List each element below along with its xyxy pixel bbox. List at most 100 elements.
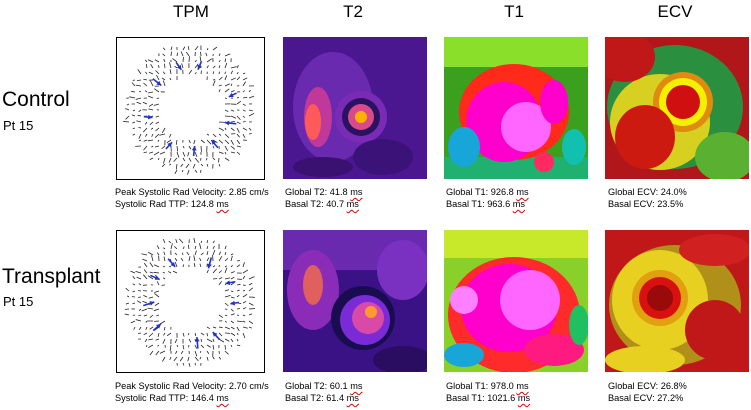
peak-velocity-arrowhead	[167, 142, 173, 148]
t1-global-unit: ms	[516, 187, 529, 197]
velocity-vector	[248, 109, 253, 112]
velocity-vector	[200, 139, 205, 144]
velocity-vector	[153, 151, 160, 156]
velocity-vector	[170, 243, 173, 250]
velocity-vector	[154, 88, 160, 93]
velocity-vector	[175, 139, 178, 145]
velocity-vector	[242, 332, 246, 338]
velocity-vector	[224, 157, 230, 161]
t1-map-transplant	[444, 230, 588, 372]
velocity-vector	[236, 264, 241, 268]
velocity-vector	[224, 320, 227, 323]
t1-basal: Basal T1: 963.6	[446, 199, 511, 209]
ecv-basal: Basal ECV: 27.2%	[608, 393, 684, 403]
velocity-vector	[242, 109, 246, 112]
velocity-vector	[136, 79, 142, 82]
velocity-vector	[148, 338, 154, 341]
velocity-vector	[230, 326, 235, 330]
velocity-vector	[218, 71, 220, 75]
velocity-vector	[188, 338, 192, 343]
velocity-vector	[206, 356, 209, 361]
velocity-vector	[187, 169, 190, 175]
velocity-vector	[224, 344, 226, 350]
velocity-vector	[200, 70, 202, 75]
velocity-vector	[212, 139, 218, 144]
velocity-vector	[147, 59, 154, 63]
velocity-vector	[236, 338, 239, 342]
velocity-vector	[242, 96, 248, 99]
velocity-vector	[236, 65, 239, 69]
t2-basal-unit: ms	[346, 199, 359, 209]
velocity-vector	[138, 126, 142, 129]
velocity-vector	[224, 145, 228, 151]
velocity-vector	[230, 296, 235, 299]
velocity-vector	[218, 76, 223, 81]
velocity-vector	[150, 127, 154, 130]
velocity-vector	[200, 252, 204, 256]
velocity-vector	[224, 115, 231, 117]
velocity-vector	[248, 127, 252, 131]
velocity-vector	[174, 261, 178, 268]
column-header-ecv: ECV	[657, 2, 693, 21]
velocity-vector	[155, 127, 160, 132]
velocity-vector	[224, 53, 231, 57]
velocity-vector	[161, 163, 166, 168]
velocity-vector	[143, 78, 148, 81]
velocity-vector	[149, 262, 154, 268]
velocity-vector	[182, 145, 185, 149]
peak-velocity-arrowhead	[176, 64, 182, 70]
velocity-vector	[148, 103, 154, 107]
velocity-vector	[218, 277, 223, 280]
velocity-vector	[218, 270, 222, 274]
velocity-vector	[174, 246, 178, 250]
ecv-caption-control: Global ECV: 24.0% Basal ECV: 23.5%	[608, 186, 687, 210]
velocity-vector	[159, 320, 166, 325]
velocity-vector	[162, 272, 166, 274]
velocity-vector	[212, 80, 216, 87]
velocity-vector	[206, 139, 212, 145]
tpm-velocity-unit: cm/s	[249, 381, 269, 391]
velocity-vector	[230, 290, 234, 293]
velocity-vector	[148, 332, 154, 338]
velocity-vector	[174, 169, 178, 175]
velocity-vector	[151, 145, 154, 148]
velocity-vector	[193, 263, 196, 268]
velocity-vector	[236, 145, 242, 148]
t2-global: Global T2: 41.8	[285, 187, 348, 197]
peak-velocity-arrowhead	[191, 146, 197, 151]
velocity-vector	[206, 344, 211, 348]
velocity-vector	[174, 257, 178, 262]
velocity-vector	[156, 252, 160, 256]
velocity-vector	[156, 74, 160, 81]
velocity-vector	[242, 77, 248, 81]
velocity-vector	[130, 270, 136, 274]
tpm-ttp-unit: ms	[216, 393, 229, 403]
velocity-vector	[176, 344, 179, 348]
ecv-global: Global ECV: 24.0%	[608, 187, 687, 197]
velocity-vector	[230, 344, 233, 348]
velocity-vector	[174, 338, 178, 344]
velocity-vector	[154, 290, 160, 293]
velocity-vector	[242, 72, 246, 75]
tpm-velocity-unit: cm/s	[249, 187, 269, 197]
velocity-vector	[162, 53, 166, 57]
velocity-vector	[151, 133, 154, 137]
velocity-vector	[144, 90, 148, 93]
velocity-vector	[194, 46, 199, 51]
velocity-vector	[187, 46, 190, 51]
velocity-vector	[212, 65, 216, 69]
velocity-vector	[162, 265, 166, 268]
tpm-vector-map-transplant	[116, 230, 265, 373]
tpm-ttp-unit: ms	[216, 199, 229, 209]
velocity-vector	[179, 238, 184, 244]
velocity-vector	[230, 90, 235, 93]
velocity-vector	[155, 121, 160, 124]
velocity-vector	[143, 151, 148, 154]
row-title-transplant: Transplant	[2, 265, 101, 288]
t1-basal-unit: ms	[512, 199, 525, 209]
velocity-vector	[236, 320, 243, 323]
t2-caption-control: Global T2: 41.8 ms Basal T2: 40.7 ms	[285, 186, 362, 210]
velocity-vector	[230, 127, 235, 132]
velocity-vector	[149, 326, 154, 330]
velocity-vector	[132, 79, 136, 81]
